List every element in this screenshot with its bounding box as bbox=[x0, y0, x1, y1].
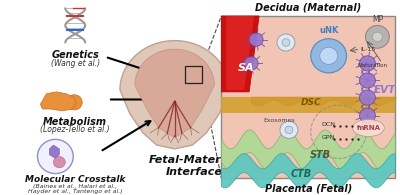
Text: Fetal-Maternal
Interface: Fetal-Maternal Interface bbox=[148, 155, 240, 177]
Bar bbox=[221, 16, 395, 178]
Text: Genetics: Genetics bbox=[51, 50, 99, 60]
Circle shape bbox=[66, 95, 82, 110]
Polygon shape bbox=[226, 16, 254, 90]
Polygon shape bbox=[221, 16, 259, 92]
Polygon shape bbox=[221, 154, 395, 188]
Circle shape bbox=[360, 56, 375, 71]
Text: IL-15: IL-15 bbox=[361, 47, 376, 52]
Circle shape bbox=[282, 39, 290, 46]
Circle shape bbox=[372, 32, 382, 42]
Circle shape bbox=[311, 39, 346, 73]
Polygon shape bbox=[120, 41, 229, 149]
Bar bbox=[221, 97, 395, 113]
Text: MP: MP bbox=[372, 14, 383, 24]
Text: Maturation: Maturation bbox=[358, 63, 388, 68]
Text: (Wang et al.): (Wang et al.) bbox=[51, 59, 100, 68]
Text: DSC: DSC bbox=[300, 98, 321, 107]
Polygon shape bbox=[40, 92, 76, 111]
Ellipse shape bbox=[352, 119, 384, 136]
Text: uNK: uNK bbox=[319, 26, 338, 35]
Text: STB: STB bbox=[310, 150, 331, 160]
Circle shape bbox=[360, 90, 375, 105]
Circle shape bbox=[280, 121, 298, 138]
Bar bbox=[184, 66, 202, 83]
Text: Placenta (Fetal): Placenta (Fetal) bbox=[265, 183, 352, 193]
Circle shape bbox=[285, 126, 293, 134]
Circle shape bbox=[366, 25, 389, 48]
Text: Exosomes: Exosomes bbox=[263, 119, 295, 123]
Circle shape bbox=[360, 73, 375, 88]
Text: DCN: DCN bbox=[322, 122, 336, 127]
Text: Hayder et al., Tantengo et al.): Hayder et al., Tantengo et al.) bbox=[28, 189, 123, 194]
Circle shape bbox=[320, 47, 338, 64]
Text: (Lopez-Tello et al.): (Lopez-Tello et al.) bbox=[40, 125, 110, 134]
Circle shape bbox=[53, 156, 65, 168]
Circle shape bbox=[244, 57, 258, 70]
Text: SA: SA bbox=[238, 63, 254, 73]
Text: GPN: GPN bbox=[322, 135, 335, 140]
Circle shape bbox=[38, 139, 73, 174]
Text: Metabolism: Metabolism bbox=[43, 117, 107, 127]
Polygon shape bbox=[135, 49, 214, 137]
Text: mRNA: mRNA bbox=[356, 125, 380, 131]
Polygon shape bbox=[49, 145, 59, 158]
Circle shape bbox=[360, 108, 375, 123]
Text: (Baines et al., Halari et al.,: (Baines et al., Halari et al., bbox=[33, 184, 117, 189]
Text: Molecular Crosstalk: Molecular Crosstalk bbox=[25, 176, 126, 184]
Polygon shape bbox=[221, 130, 395, 172]
Text: EVT: EVT bbox=[374, 85, 396, 95]
Text: CTB: CTB bbox=[290, 168, 312, 179]
Text: Decidua (Maternal): Decidua (Maternal) bbox=[255, 2, 362, 12]
Circle shape bbox=[277, 34, 295, 51]
Circle shape bbox=[249, 33, 263, 46]
